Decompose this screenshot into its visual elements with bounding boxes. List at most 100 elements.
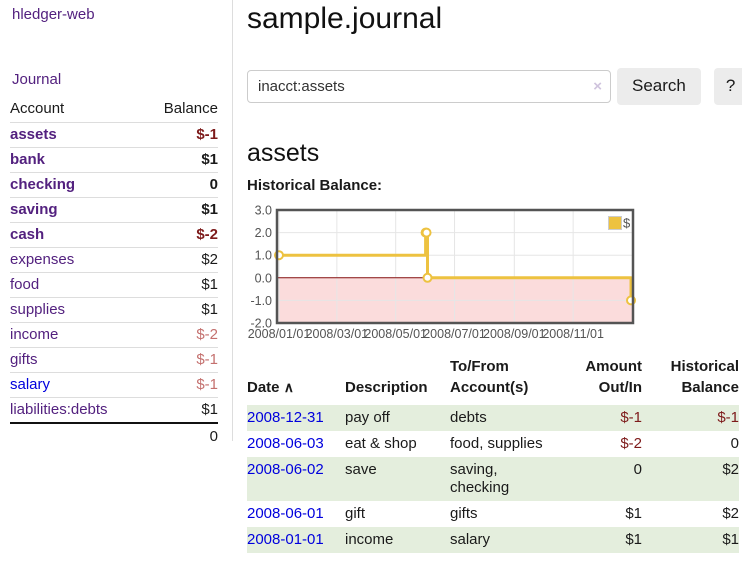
x-tick-label: 2008/03/01 xyxy=(306,327,369,341)
historical-balance-chart: 3.0 2.0 1.0 0.0 -1.0 -2.02008/01/012008/03/01… xyxy=(248,204,636,341)
account-balance: $2 xyxy=(143,247,218,273)
account-balance: $1 xyxy=(143,272,218,298)
balance-cell: $1 xyxy=(722,531,739,548)
account-name-cell: liabilities:debts xyxy=(10,397,144,424)
description-cell: pay off xyxy=(345,409,390,426)
account-name-cell: food xyxy=(10,272,144,298)
account-link-gifts[interactable]: gifts xyxy=(10,351,38,368)
account-name-cell: income xyxy=(10,322,144,348)
y-tick-label: 0.0 xyxy=(255,271,272,285)
x-tick-label: 2008/05/01 xyxy=(364,327,427,341)
account-name-cell: expenses xyxy=(10,247,144,273)
description-cell: gift xyxy=(345,505,366,522)
description-cell: save xyxy=(345,461,377,478)
account-name-cell: cash xyxy=(10,222,144,248)
date-cell: 2008-06-02 xyxy=(247,457,345,501)
x-tick-label: 2008/11/01 xyxy=(542,327,604,341)
account-balance: $1 xyxy=(143,397,218,424)
sidebar: hledger-web Journal Account Balance asse… xyxy=(0,0,233,445)
sidebar-account-row: salary $-1 xyxy=(10,372,218,398)
sidebar-account-row: bank $1 xyxy=(10,147,218,173)
x-tick-label: 2008/01/01 xyxy=(248,327,311,341)
account-balance: $1 xyxy=(143,297,218,323)
help-button[interactable]: ? xyxy=(713,67,742,105)
account-link-checking[interactable]: checking xyxy=(10,176,76,193)
transaction-date-link[interactable]: 2008-06-01 xyxy=(247,505,324,522)
sidebar-item-journal[interactable]: Journal xyxy=(12,71,62,88)
table-row: 2008-06-01 gift gifts $1 $2 xyxy=(247,501,739,527)
description-cell: eat & shop xyxy=(345,435,417,452)
accounts-total-value: 0 xyxy=(209,428,218,445)
clear-search-icon[interactable]: × xyxy=(593,77,602,95)
description-cell: income xyxy=(345,531,394,548)
accounts-total-row: 0 xyxy=(10,423,218,449)
y-tick-label: 1.0 xyxy=(255,249,272,263)
account-link-food[interactable]: food xyxy=(10,276,40,293)
account-link-income[interactable]: income xyxy=(10,326,59,343)
account-name-cell: assets xyxy=(10,122,144,148)
table-row: 2008-12-31 pay off debts $-1 $-1 xyxy=(247,405,739,431)
account-balance: $1 xyxy=(143,147,218,173)
register-header-date[interactable]: Date ∧ xyxy=(247,356,345,405)
date-header-label: Date xyxy=(247,379,280,396)
amount-cell: 0 xyxy=(633,461,642,478)
y-tick-label: 3.0 xyxy=(255,204,272,218)
register-header-balance: Historical Balance xyxy=(670,358,739,396)
sidebar-account-row: assets $-1 xyxy=(10,122,218,148)
app-title-link[interactable]: hledger-web xyxy=(12,6,95,23)
amount-cell: $1 xyxy=(625,531,642,548)
register-header-row: Date ∧ Description To/From Account(s) Am… xyxy=(247,356,739,405)
accounts-table: Account Balance assets $-1 bank $1 checking 0… xyxy=(10,97,218,449)
accounts-header-balance: Balance xyxy=(143,97,218,123)
sidebar-account-row: checking 0 xyxy=(10,172,218,198)
table-row: 2008-06-02 save saving, checking 0 $2 xyxy=(247,457,739,501)
chart-title: Historical Balance: xyxy=(247,177,383,194)
legend-label: $ xyxy=(623,216,631,231)
account-link-assets[interactable]: assets xyxy=(10,126,57,143)
sort-ascending-icon: ∧ xyxy=(283,379,294,395)
page-title: sample.journal xyxy=(247,2,443,35)
transaction-date-link[interactable]: 2008-12-31 xyxy=(247,409,324,426)
table-row: 2008-01-01 income salary $1 $1 xyxy=(247,527,739,553)
search-input[interactable] xyxy=(247,69,611,103)
tofrom-accounts-cell: food, supplies xyxy=(450,435,543,452)
account-name-cell: salary xyxy=(10,372,144,398)
account-balance: $-2 xyxy=(143,322,218,348)
account-link-saving[interactable]: saving xyxy=(10,201,58,218)
sidebar-account-row: saving $1 xyxy=(10,197,218,223)
sidebar-account-row: income $-2 xyxy=(10,322,218,348)
register-header-tofrom: To/From Account(s) xyxy=(450,358,529,396)
account-link-liabilities-debts[interactable]: liabilities:debts xyxy=(10,401,108,418)
balance-cell: $2 xyxy=(722,461,739,478)
chart-border xyxy=(275,208,635,325)
account-balance: $1 xyxy=(143,197,218,223)
date-cell: 2008-06-03 xyxy=(247,431,345,457)
tofrom-accounts-cell: debts xyxy=(450,409,487,426)
account-link-salary[interactable]: salary xyxy=(10,376,51,393)
transaction-date-link[interactable]: 2008-06-03 xyxy=(247,435,324,452)
date-cell: 2008-12-31 xyxy=(247,405,345,431)
search-button[interactable]: Search xyxy=(617,67,701,105)
account-link-bank[interactable]: bank xyxy=(10,151,46,168)
search-form: × Search ? xyxy=(247,67,742,105)
amount-cell: $-2 xyxy=(620,435,642,452)
balance-cell: $2 xyxy=(722,505,739,522)
account-link-supplies[interactable]: supplies xyxy=(10,301,66,318)
date-cell: 2008-01-01 xyxy=(247,527,345,553)
sidebar-account-row: liabilities:debts $1 xyxy=(10,397,218,424)
legend-swatch xyxy=(608,216,622,230)
x-tick-label: 2008/07/01 xyxy=(423,327,486,341)
transaction-date-link[interactable]: 2008-01-01 xyxy=(247,531,324,548)
account-link-cash[interactable]: cash xyxy=(10,226,45,243)
account-name-cell: gifts xyxy=(10,347,144,373)
sidebar-account-row: food $1 xyxy=(10,272,218,298)
tofrom-accounts-cell: saving, checking xyxy=(450,461,510,496)
data-point-marker xyxy=(422,272,433,283)
register-header-amount: Amount Out/In xyxy=(585,358,642,396)
tofrom-accounts-cell: salary xyxy=(450,531,491,548)
account-link-expenses[interactable]: expenses xyxy=(10,251,75,268)
account-balance: $-1 xyxy=(143,122,218,148)
y-tick-label: -1.0 xyxy=(250,294,272,308)
accounts-header-account: Account xyxy=(10,97,144,123)
transaction-date-link[interactable]: 2008-06-02 xyxy=(247,461,324,478)
